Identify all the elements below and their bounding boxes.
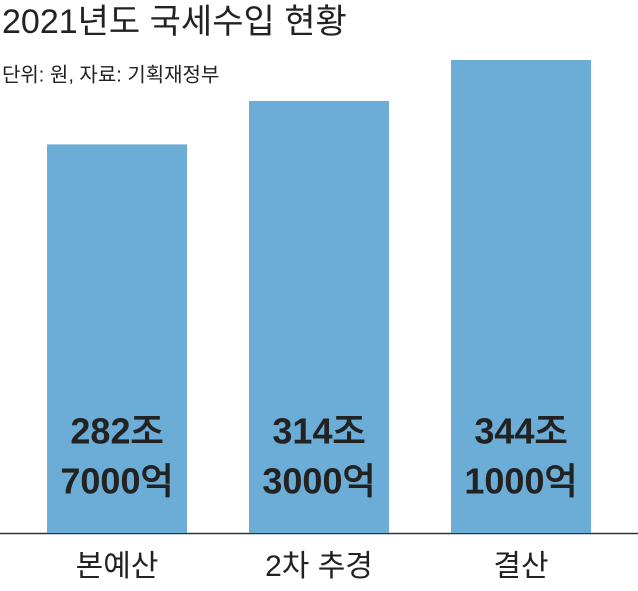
- value-label: 1000억: [464, 461, 577, 502]
- x-tick-label: 2차 추경: [265, 550, 373, 583]
- chart-title: 2021년도 국세수입 현황: [2, 3, 347, 41]
- value-label: 7000억: [60, 461, 173, 502]
- value-label: 3000억: [262, 461, 375, 502]
- value-label: 282조: [70, 411, 163, 452]
- bar: [47, 144, 187, 534]
- value-label: 314조: [272, 411, 365, 452]
- chart-subtitle: 단위: 원, 자료: 기획재정부: [2, 63, 219, 86]
- bar: [451, 60, 591, 533]
- x-tick-label: 본예산: [76, 550, 159, 583]
- bar: [249, 100, 389, 534]
- x-tick-label: 결산: [493, 550, 548, 583]
- value-label: 344조: [474, 411, 567, 452]
